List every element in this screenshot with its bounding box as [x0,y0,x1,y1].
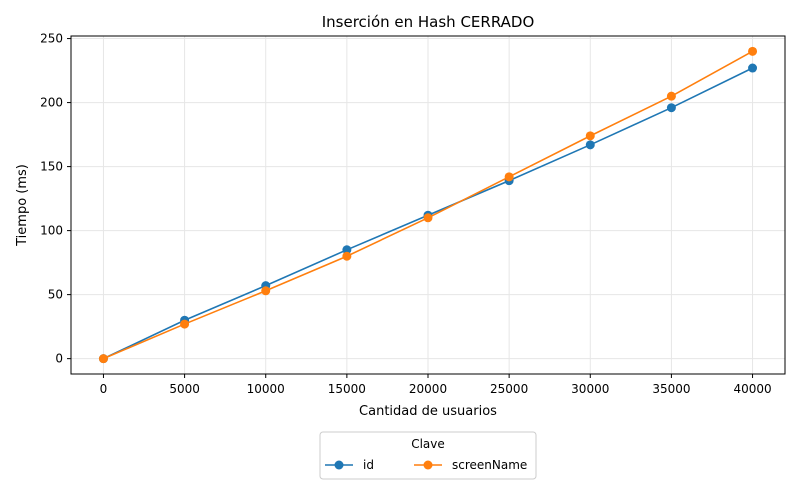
data-point-id [342,245,352,255]
data-point-id [666,103,676,113]
grid-layer [71,36,785,374]
x-tick-label: 30000 [571,382,609,396]
y-tick-label: 0 [55,352,63,366]
series-layer [98,46,758,364]
data-point-screenname [423,213,433,223]
axes-layer: 0 5000 10000 15000 20000 25000 30000 35000 40000… [40,32,772,396]
legend: Clave id screenName [319,431,537,480]
y-tick-label: 200 [40,96,63,110]
series-screenname [98,46,758,364]
legend-item-screenname: screenName [414,458,527,472]
data-point-screenname [98,354,108,364]
x-tick-label: 20000 [409,382,447,396]
legend-swatch-marker [423,460,433,470]
x-tick-label: 15000 [328,382,366,396]
x-tick-label: 10000 [247,382,285,396]
x-tick-label: 35000 [652,382,690,396]
legend-label: screenName [452,458,527,472]
x-tick-label: 25000 [490,382,528,396]
y-axis-label: Tiempo (ms) [15,164,30,247]
x-tick-label: 5000 [169,382,200,396]
x-axis-label: Cantidad de usuarios [359,404,497,419]
data-point-screenname [748,46,758,56]
y-tick-label: 50 [48,288,63,302]
data-point-screenname [666,91,676,101]
legend-box [319,431,537,480]
legend-label: id [363,458,374,472]
x-tick-label: 40000 [733,382,771,396]
y-tick-label: 150 [40,160,63,174]
data-point-screenname [180,319,190,329]
data-point-screenname [585,131,595,141]
legend-swatch-marker [334,460,344,470]
data-point-screenname [261,286,271,296]
y-tick-label: 100 [40,224,63,238]
legend-item-id: id [325,458,374,472]
data-point-screenname [504,172,514,182]
x-tick-label: 0 [100,382,108,396]
data-point-id [748,63,758,73]
data-point-screenname [342,251,352,261]
legend-items: id screenName [325,458,527,472]
legend-title: Clave [411,437,445,451]
y-tick-label: 250 [40,32,63,46]
chart-title: Inserción en Hash CERRADO [322,13,535,31]
data-point-id [585,140,595,150]
